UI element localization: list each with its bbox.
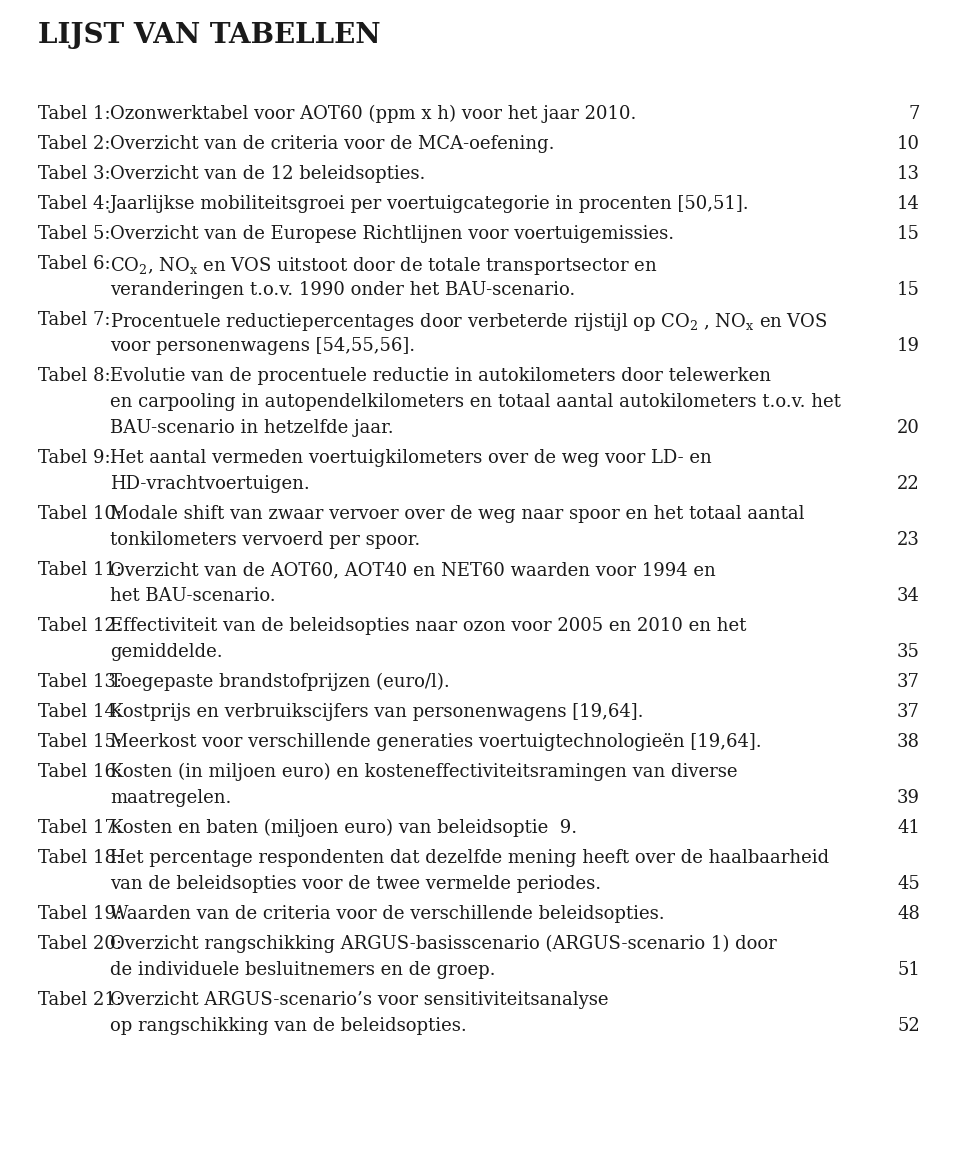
Text: Toegepaste brandstofprijzen (euro/l).: Toegepaste brandstofprijzen (euro/l).: [110, 673, 449, 691]
Text: en carpooling in autopendelkilometers en totaal aantal autokilometers t.o.v. het: en carpooling in autopendelkilometers en…: [110, 393, 841, 410]
Text: 10: 10: [897, 135, 920, 153]
Text: 23: 23: [898, 531, 920, 549]
Text: Tabel 21:: Tabel 21:: [38, 991, 122, 1009]
Text: tonkilometers vervoerd per spoor.: tonkilometers vervoerd per spoor.: [110, 531, 420, 549]
Text: het BAU-scenario.: het BAU-scenario.: [110, 586, 276, 605]
Text: Tabel 20:: Tabel 20:: [38, 935, 122, 953]
Text: Overzicht van de 12 beleidsopties.: Overzicht van de 12 beleidsopties.: [110, 166, 425, 183]
Text: maatregelen.: maatregelen.: [110, 789, 231, 807]
Text: Overzicht van de criteria voor de MCA-oefening.: Overzicht van de criteria voor de MCA-oe…: [110, 135, 555, 153]
Text: Tabel 17:: Tabel 17:: [38, 819, 122, 837]
Text: Tabel 6:: Tabel 6:: [38, 255, 110, 273]
Text: Overzicht van de AOT60, AOT40 en NET60 waarden voor 1994 en: Overzicht van de AOT60, AOT40 en NET60 w…: [110, 561, 716, 580]
Text: Tabel 10:: Tabel 10:: [38, 505, 122, 524]
Text: Evolutie van de procentuele reductie in autokilometers door telewerken: Evolutie van de procentuele reductie in …: [110, 367, 771, 385]
Text: 13: 13: [897, 166, 920, 183]
Text: Tabel 5:: Tabel 5:: [38, 225, 110, 243]
Text: 34: 34: [898, 586, 920, 605]
Text: 48: 48: [898, 905, 920, 923]
Text: Overzicht van de Europese Richtlijnen voor voertuigemissies.: Overzicht van de Europese Richtlijnen vo…: [110, 225, 674, 243]
Text: 15: 15: [898, 281, 920, 298]
Text: op rangschikking van de beleidsopties.: op rangschikking van de beleidsopties.: [110, 1017, 467, 1035]
Text: Tabel 15:: Tabel 15:: [38, 733, 122, 751]
Text: Tabel 7:: Tabel 7:: [38, 311, 110, 329]
Text: Overzicht rangschikking ARGUS-basisscenario (ARGUS-scenario 1) door: Overzicht rangschikking ARGUS-basisscena…: [110, 935, 777, 954]
Text: Tabel 18:: Tabel 18:: [38, 849, 122, 868]
Text: LIJST VAN TABELLEN: LIJST VAN TABELLEN: [38, 22, 380, 49]
Text: 35: 35: [898, 642, 920, 661]
Text: 7: 7: [908, 105, 920, 122]
Text: de individuele besluitnemers en de groep.: de individuele besluitnemers en de groep…: [110, 961, 495, 979]
Text: 37: 37: [898, 673, 920, 691]
Text: Kosten en baten (miljoen euro) van beleidsoptie  9.: Kosten en baten (miljoen euro) van belei…: [110, 819, 577, 837]
Text: Het aantal vermeden voertuigkilometers over de weg voor LD- en: Het aantal vermeden voertuigkilometers o…: [110, 449, 711, 468]
Text: Kosten (in miljoen euro) en kosteneffectiviteitsramingen van diverse: Kosten (in miljoen euro) en kosteneffect…: [110, 763, 737, 781]
Text: Tabel 4:: Tabel 4:: [38, 195, 110, 213]
Text: Tabel 13:: Tabel 13:: [38, 673, 122, 691]
Text: 41: 41: [898, 819, 920, 837]
Text: Tabel 3:: Tabel 3:: [38, 166, 110, 183]
Text: Overzicht ARGUS-scenario’s voor sensitiviteitsanalyse: Overzicht ARGUS-scenario’s voor sensitiv…: [110, 991, 609, 1009]
Text: Ozonwerktabel voor AOT60 (ppm x h) voor het jaar 2010.: Ozonwerktabel voor AOT60 (ppm x h) voor …: [110, 105, 636, 124]
Text: van de beleidsopties voor de twee vermelde periodes.: van de beleidsopties voor de twee vermel…: [110, 874, 601, 893]
Text: 39: 39: [897, 789, 920, 807]
Text: 15: 15: [898, 225, 920, 243]
Text: 38: 38: [897, 733, 920, 751]
Text: 20: 20: [898, 419, 920, 437]
Text: Waarden van de criteria voor de verschillende beleidsopties.: Waarden van de criteria voor de verschil…: [110, 905, 664, 923]
Text: 19: 19: [897, 337, 920, 354]
Text: 37: 37: [898, 703, 920, 721]
Text: Kostprijs en verbruikscijfers van personenwagens [19,64].: Kostprijs en verbruikscijfers van person…: [110, 703, 643, 721]
Text: Tabel 8:: Tabel 8:: [38, 367, 110, 385]
Text: 51: 51: [898, 961, 920, 979]
Text: CO$_{\mathregular{2}}$, NO$_{\mathregular{x}}$ en VOS uitstoot door de totale tr: CO$_{\mathregular{2}}$, NO$_{\mathregula…: [110, 255, 658, 278]
Text: voor personenwagens [54,55,56].: voor personenwagens [54,55,56].: [110, 337, 415, 354]
Text: Procentuele reductiepercentages door verbeterde rijstijl op CO$_{\mathregular{2}: Procentuele reductiepercentages door ver…: [110, 311, 828, 333]
Text: Effectiviteit van de beleidsopties naar ozon voor 2005 en 2010 en het: Effectiviteit van de beleidsopties naar …: [110, 617, 746, 635]
Text: Tabel 11:: Tabel 11:: [38, 561, 122, 580]
Text: Tabel 9:: Tabel 9:: [38, 449, 110, 468]
Text: Tabel 12:: Tabel 12:: [38, 617, 122, 635]
Text: BAU-scenario in hetzelfde jaar.: BAU-scenario in hetzelfde jaar.: [110, 419, 394, 437]
Text: Het percentage respondenten dat dezelfde mening heeft over de haalbaarheid: Het percentage respondenten dat dezelfde…: [110, 849, 829, 868]
Text: 45: 45: [898, 874, 920, 893]
Text: Tabel 2:: Tabel 2:: [38, 135, 110, 153]
Text: Meerkost voor verschillende generaties voertuigtechnologieën [19,64].: Meerkost voor verschillende generaties v…: [110, 733, 761, 751]
Text: 22: 22: [898, 475, 920, 493]
Text: Jaarlijkse mobiliteitsgroei per voertuigcategorie in procenten [50,51].: Jaarlijkse mobiliteitsgroei per voertuig…: [110, 195, 750, 213]
Text: Tabel 1:: Tabel 1:: [38, 105, 110, 122]
Text: veranderingen t.o.v. 1990 onder het BAU-scenario.: veranderingen t.o.v. 1990 onder het BAU-…: [110, 281, 575, 298]
Text: HD-vrachtvoertuigen.: HD-vrachtvoertuigen.: [110, 475, 310, 493]
Text: Tabel 19:: Tabel 19:: [38, 905, 122, 923]
Text: Tabel 14:: Tabel 14:: [38, 703, 122, 721]
Text: gemiddelde.: gemiddelde.: [110, 642, 223, 661]
Text: Modale shift van zwaar vervoer over de weg naar spoor en het totaal aantal: Modale shift van zwaar vervoer over de w…: [110, 505, 804, 524]
Text: 52: 52: [898, 1017, 920, 1035]
Text: Tabel 16:: Tabel 16:: [38, 763, 122, 781]
Text: 14: 14: [898, 195, 920, 213]
